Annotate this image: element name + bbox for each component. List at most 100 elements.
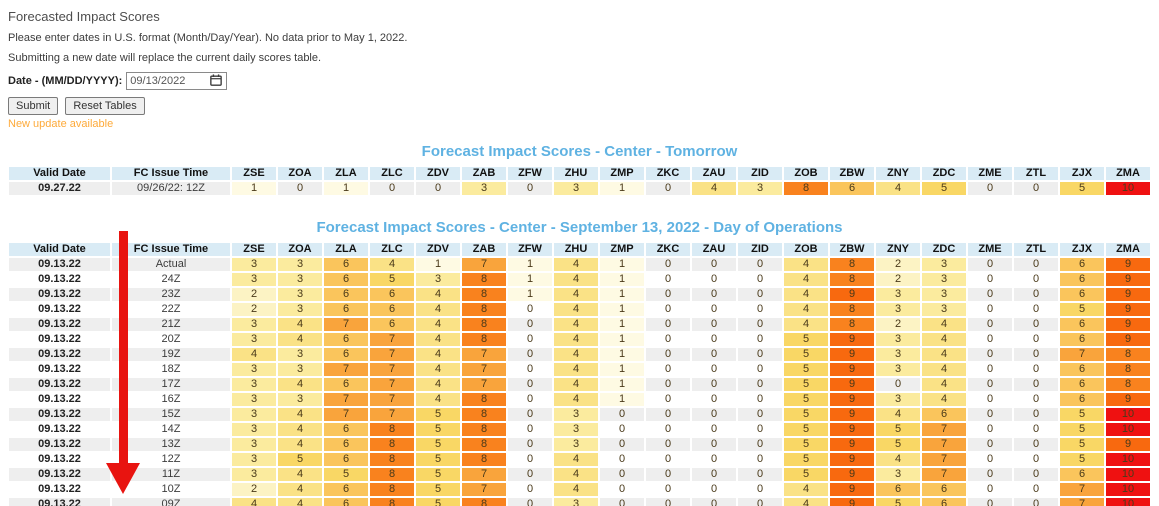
column-header: ZBW bbox=[828, 241, 876, 258]
score-cell: 0 bbox=[690, 406, 738, 423]
score-cell: 0 bbox=[506, 421, 554, 438]
valid-date-cell: 09.13.22 bbox=[7, 361, 112, 378]
score-cell: 0 bbox=[690, 271, 738, 288]
column-header: ZTL bbox=[1012, 165, 1060, 182]
score-cell: 0 bbox=[690, 346, 738, 363]
score-cell: 9 bbox=[1104, 436, 1152, 453]
score-cell: 0 bbox=[736, 301, 784, 318]
score-cell: 1 bbox=[414, 256, 462, 273]
score-cell: 6 bbox=[1058, 376, 1106, 393]
score-cell: 4 bbox=[552, 256, 600, 273]
score-cell: 1 bbox=[598, 361, 646, 378]
score-cell: 6 bbox=[1058, 256, 1106, 273]
score-cell: 0 bbox=[736, 496, 784, 506]
score-cell: 6 bbox=[920, 481, 968, 498]
score-cell: 0 bbox=[1012, 421, 1060, 438]
score-cell: 5 bbox=[276, 451, 324, 468]
score-cell: 9 bbox=[828, 481, 876, 498]
score-cell: 5 bbox=[414, 421, 462, 438]
score-cell: 0 bbox=[506, 391, 554, 408]
reset-tables-button[interactable]: Reset Tables bbox=[65, 97, 145, 115]
score-cell: 0 bbox=[690, 466, 738, 483]
score-cell: 7 bbox=[1058, 346, 1106, 363]
score-cell: 0 bbox=[690, 316, 738, 333]
valid-date-cell: 09.27.22 bbox=[7, 180, 112, 197]
score-cell: 7 bbox=[1058, 481, 1106, 498]
score-cell: 5 bbox=[874, 436, 922, 453]
column-header: Valid Date bbox=[7, 241, 112, 258]
score-cell: 9 bbox=[828, 331, 876, 348]
score-cell: 3 bbox=[460, 180, 508, 197]
score-cell: 5 bbox=[782, 346, 830, 363]
score-cell: 7 bbox=[460, 376, 508, 393]
column-header: ZOB bbox=[782, 241, 830, 258]
score-cell: 0 bbox=[598, 451, 646, 468]
control-panel: Forecasted Impact Scores Please enter da… bbox=[0, 0, 1159, 130]
score-cell: 0 bbox=[736, 316, 784, 333]
score-cell: 1 bbox=[598, 271, 646, 288]
table-row: 09.13.22 15Z 3 4 7 7 5 8 0 3 0 0 0 0 5 9 4 6 0 0 5 10 bbox=[7, 406, 1152, 423]
score-cell: 0 bbox=[644, 331, 692, 348]
score-cell: 4 bbox=[414, 286, 462, 303]
score-cell: 9 bbox=[1104, 391, 1152, 408]
score-cell: 0 bbox=[276, 180, 324, 197]
table-row: 09.13.22 12Z 3 5 6 8 5 8 0 4 0 0 0 0 5 9 4 7 0 0 5 10 bbox=[7, 451, 1152, 468]
score-cell: 7 bbox=[322, 316, 370, 333]
score-cell: 8 bbox=[1104, 346, 1152, 363]
score-cell: 3 bbox=[874, 346, 922, 363]
score-cell: 0 bbox=[1012, 256, 1060, 273]
score-cell: 0 bbox=[1012, 271, 1060, 288]
submit-button[interactable]: Submit bbox=[8, 97, 59, 115]
update-notice-link[interactable]: New update available bbox=[8, 118, 114, 130]
score-cell: 0 bbox=[1012, 286, 1060, 303]
score-cell: 0 bbox=[506, 466, 554, 483]
score-cell: 5 bbox=[874, 496, 922, 506]
score-cell: 3 bbox=[276, 361, 324, 378]
score-cell: 4 bbox=[920, 331, 968, 348]
score-cell: 9 bbox=[828, 346, 876, 363]
calendar-icon[interactable] bbox=[210, 73, 223, 89]
score-cell: 0 bbox=[1012, 481, 1060, 498]
fc-issue-time-cell: Actual bbox=[110, 256, 232, 273]
score-cell: 2 bbox=[874, 271, 922, 288]
score-cell: 4 bbox=[874, 406, 922, 423]
score-cell: 8 bbox=[828, 316, 876, 333]
score-cell: 4 bbox=[552, 331, 600, 348]
score-cell: 3 bbox=[874, 331, 922, 348]
score-cell: 0 bbox=[644, 391, 692, 408]
table-row: 09.27.22 09/26/22: 12Z 1 0 1 0 0 3 0 3 1 0 4 3 8 6 4 5 0 0 5… bbox=[7, 180, 1152, 197]
score-cell: 7 bbox=[368, 346, 416, 363]
score-cell: 6 bbox=[322, 286, 370, 303]
valid-date-cell: 09.13.22 bbox=[7, 391, 112, 408]
column-header: ZSE bbox=[230, 241, 278, 258]
score-cell: 2 bbox=[230, 301, 278, 318]
score-cell: 1 bbox=[598, 301, 646, 318]
valid-date-cell: 09.13.22 bbox=[7, 346, 112, 363]
score-cell: 0 bbox=[1012, 466, 1060, 483]
score-cell: 0 bbox=[506, 481, 554, 498]
column-header: FC Issue Time bbox=[110, 165, 232, 182]
score-cell: 0 bbox=[690, 376, 738, 393]
date-label: Date - (MM/DD/YYYY): bbox=[8, 75, 123, 87]
score-cell: 9 bbox=[828, 451, 876, 468]
score-cell: 9 bbox=[1104, 331, 1152, 348]
table-row: 09.13.22 22Z 2 3 6 6 4 8 0 4 1 0 0 0 4 8 3 3 0 0 5 9 bbox=[7, 301, 1152, 318]
score-cell: 3 bbox=[874, 391, 922, 408]
score-cell: 4 bbox=[276, 421, 324, 438]
date-input[interactable] bbox=[130, 75, 203, 87]
score-cell: 0 bbox=[644, 436, 692, 453]
score-cell: 0 bbox=[598, 406, 646, 423]
date-field[interactable] bbox=[126, 72, 228, 90]
score-cell: 10 bbox=[1104, 406, 1152, 423]
score-cell: 8 bbox=[368, 421, 416, 438]
score-cell: 5 bbox=[1058, 301, 1106, 318]
score-cell: 7 bbox=[368, 391, 416, 408]
score-cell: 0 bbox=[1012, 361, 1060, 378]
score-cell: 4 bbox=[920, 346, 968, 363]
score-cell: 0 bbox=[966, 391, 1014, 408]
score-cell: 4 bbox=[368, 256, 416, 273]
valid-date-cell: 09.13.22 bbox=[7, 436, 112, 453]
score-cell: 0 bbox=[644, 271, 692, 288]
score-cell: 4 bbox=[920, 316, 968, 333]
